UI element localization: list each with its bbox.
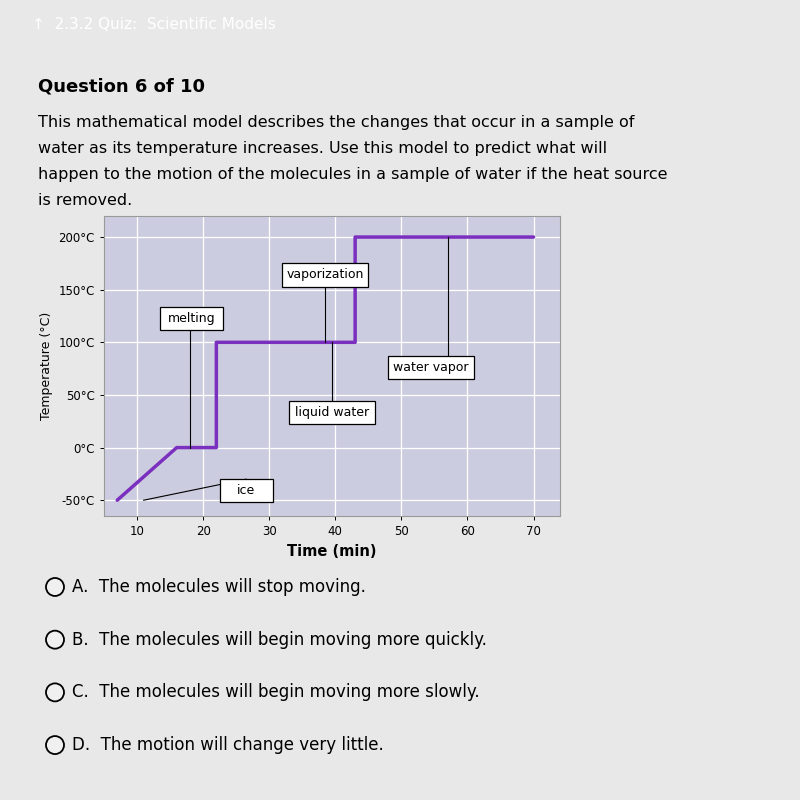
Text: This mathematical model describes the changes that occur in a sample of: This mathematical model describes the ch… xyxy=(38,115,634,130)
Circle shape xyxy=(46,630,64,649)
Circle shape xyxy=(46,736,64,754)
Text: is removed.: is removed. xyxy=(38,194,132,208)
FancyBboxPatch shape xyxy=(388,356,474,379)
FancyBboxPatch shape xyxy=(160,306,223,330)
Text: happen to the motion of the molecules in a sample of water if the heat source: happen to the motion of the molecules in… xyxy=(38,167,667,182)
Circle shape xyxy=(46,683,64,702)
Circle shape xyxy=(46,578,64,596)
FancyBboxPatch shape xyxy=(220,479,273,502)
Text: vaporization: vaporization xyxy=(286,269,364,282)
Text: Question 6 of 10: Question 6 of 10 xyxy=(38,78,205,95)
FancyBboxPatch shape xyxy=(289,402,375,425)
Text: melting: melting xyxy=(168,312,215,325)
Text: C.  The molecules will begin moving more slowly.: C. The molecules will begin moving more … xyxy=(72,683,480,702)
Text: ↑  2.3.2 Quiz:  Scientific Models: ↑ 2.3.2 Quiz: Scientific Models xyxy=(32,17,276,32)
FancyBboxPatch shape xyxy=(282,263,368,286)
Text: water as its temperature increases. Use this model to predict what will: water as its temperature increases. Use … xyxy=(38,141,607,156)
Text: ice: ice xyxy=(237,484,255,498)
Y-axis label: Temperature (°C): Temperature (°C) xyxy=(40,312,53,420)
Text: liquid water: liquid water xyxy=(295,406,369,419)
Text: B.  The molecules will begin moving more quickly.: B. The molecules will begin moving more … xyxy=(72,630,487,649)
Text: D.  The motion will change very little.: D. The motion will change very little. xyxy=(72,736,384,754)
X-axis label: Time (min): Time (min) xyxy=(287,543,377,558)
Text: water vapor: water vapor xyxy=(394,361,469,374)
Text: A.  The molecules will stop moving.: A. The molecules will stop moving. xyxy=(72,578,366,596)
